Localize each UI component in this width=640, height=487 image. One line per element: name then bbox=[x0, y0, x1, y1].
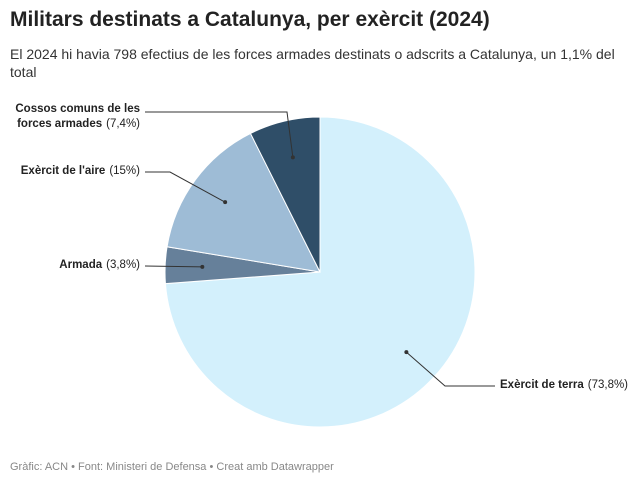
value-label: (73,8%) bbox=[587, 379, 629, 391]
value-label: (7,4%) bbox=[106, 118, 140, 130]
leader-dot bbox=[200, 264, 205, 269]
leader-line bbox=[145, 171, 226, 203]
value-label: (3,8%) bbox=[106, 259, 140, 271]
category-label: Armada bbox=[59, 259, 103, 271]
slice-label: Cossos comuns de les forces armades (7,4%… bbox=[10, 102, 140, 132]
leader-line bbox=[145, 111, 294, 158]
leader-dot bbox=[290, 155, 295, 160]
category-label: Cossos comuns de les forces armades bbox=[15, 103, 140, 130]
category-label: Exèrcit de terra bbox=[500, 379, 584, 391]
slice-label: Armada (3,8%) bbox=[59, 258, 140, 273]
chart-title: Militars destinats a Catalunya, per exèr… bbox=[10, 8, 490, 31]
pie-slice bbox=[166, 132, 321, 273]
value-label: (15%) bbox=[109, 165, 140, 177]
leader-dot bbox=[404, 350, 409, 355]
slice-label: Exèrcit de l'aire (15%) bbox=[21, 164, 140, 179]
footer: Gràfic: ACN • Font: Ministeri de Defensa… bbox=[10, 461, 334, 473]
chart-subtitle: El 2024 hi havia 798 efectius de les for… bbox=[10, 46, 615, 80]
pie-slice bbox=[249, 116, 321, 273]
leader-line bbox=[406, 351, 495, 387]
leader-line bbox=[144, 265, 203, 268]
category-label: Exèrcit de l'aire bbox=[20, 165, 106, 177]
slice-label: Exèrcit de terra (73,8%) bbox=[500, 378, 628, 393]
leader-dot bbox=[223, 200, 228, 205]
